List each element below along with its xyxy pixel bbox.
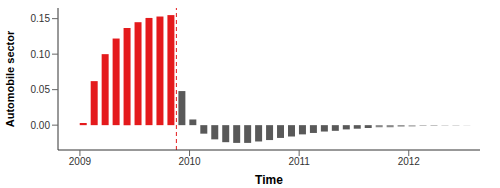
svg-text:2012: 2012 bbox=[398, 156, 421, 167]
svg-text:2009: 2009 bbox=[69, 156, 92, 167]
svg-text:Automobile sector: Automobile sector bbox=[8, 30, 16, 127]
svg-text:0.15: 0.15 bbox=[31, 13, 51, 24]
svg-text:0.00: 0.00 bbox=[31, 120, 51, 131]
svg-text:0.10: 0.10 bbox=[31, 49, 51, 60]
svg-text:2010: 2010 bbox=[178, 156, 201, 167]
svg-text:0.05: 0.05 bbox=[31, 84, 51, 95]
svg-text:Time: Time bbox=[255, 173, 283, 187]
svg-text:2011: 2011 bbox=[288, 156, 310, 167]
